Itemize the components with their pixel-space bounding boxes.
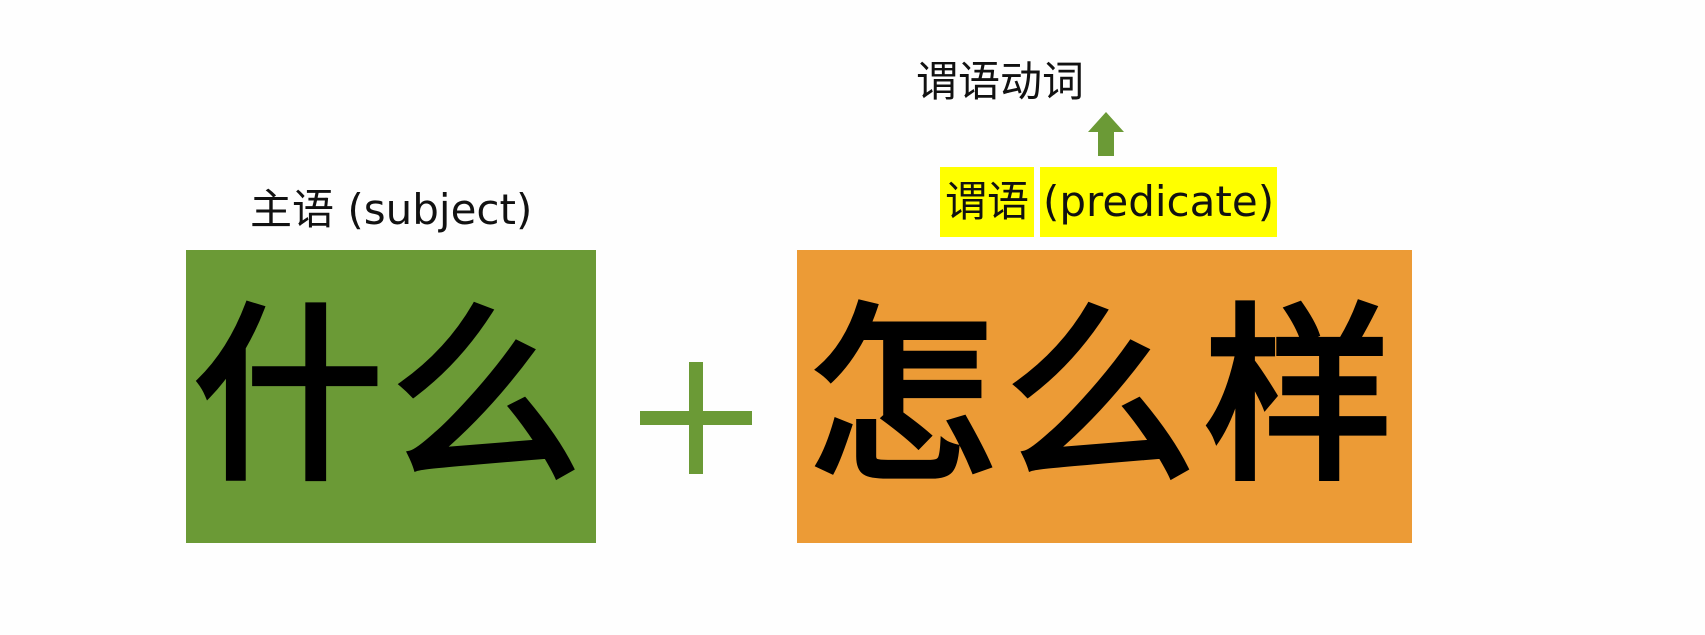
predicate-label-cn: 谓语: [940, 167, 1035, 237]
plus-icon: [640, 362, 752, 474]
arrow-up-icon: [1088, 112, 1124, 156]
subject-text: 什么: [192, 285, 589, 508]
predicate-box: 怎么样: [797, 250, 1412, 543]
subject-label: 主语 (subject): [250, 185, 533, 234]
subject-box: 什么: [186, 250, 596, 543]
verb-label: 谓语动词: [915, 57, 1084, 106]
predicate-label-en: (predicate): [1040, 167, 1278, 237]
predicate-text: 怎么样: [807, 285, 1402, 508]
